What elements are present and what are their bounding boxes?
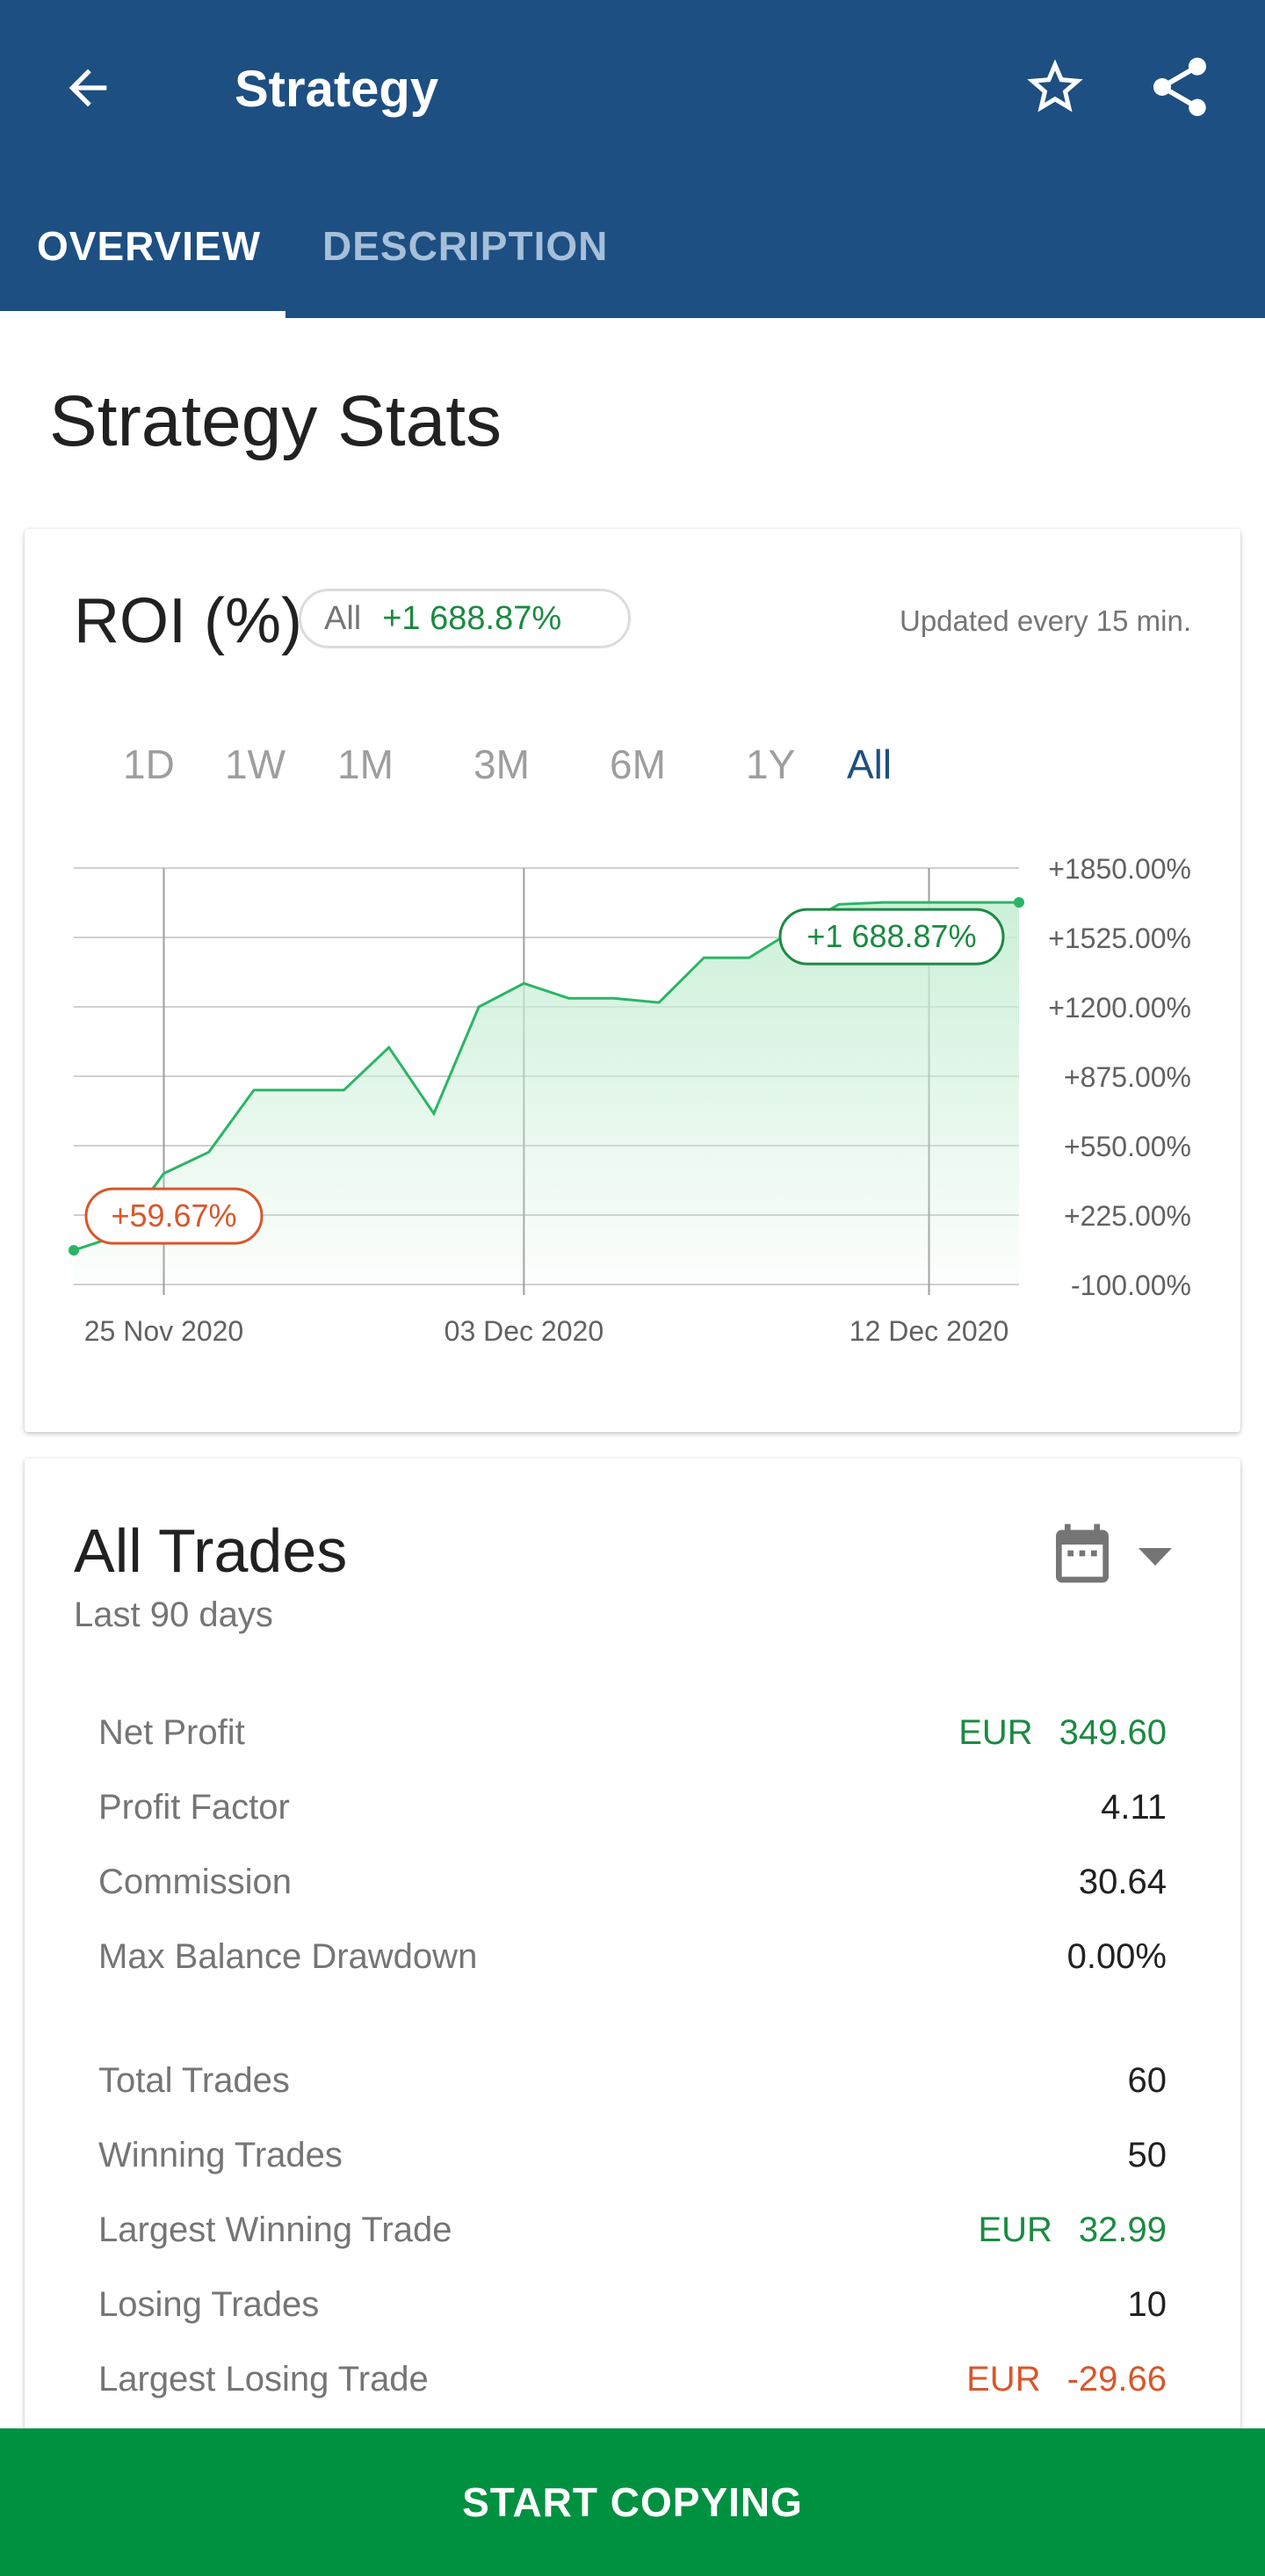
stat-label: Largest Winning Trade: [98, 2211, 452, 2249]
share-icon: [1153, 57, 1206, 117]
tab-indicator: [0, 311, 286, 318]
start-copying-button[interactable]: START COPYING: [0, 2428, 1265, 2576]
roi-area: [74, 902, 1019, 1284]
stat-label: Winning Trades: [98, 2136, 343, 2174]
stat-row: Largest Winning Trade EUR 32.99: [98, 2193, 1167, 2268]
y-tick-label: +1525.00%: [1048, 923, 1191, 954]
x-tick-label: 12 Dec 2020: [849, 1315, 1008, 1347]
roi-pill-value: +1 688.87%: [382, 599, 562, 637]
stat-label: Largest Losing Trade: [98, 2360, 429, 2399]
range-6m[interactable]: 6M: [610, 742, 666, 787]
stat-amount: -29.66: [1066, 2360, 1167, 2399]
stat-row: Profit Factor 4.11: [98, 1770, 1167, 1845]
stat-row: Losing Trades 10: [98, 2268, 1167, 2342]
stat-row: Commission 30.64: [98, 1845, 1167, 1920]
tab-description[interactable]: DESCRIPTION: [322, 223, 609, 269]
stat-value: 10: [1127, 2285, 1167, 2324]
roi-summary-pill: All +1 688.87%: [299, 589, 631, 648]
y-tick-label: -100.00%: [1071, 1270, 1191, 1301]
stat-row: Winning Trades 50: [98, 2118, 1167, 2193]
star-outline-icon: [1027, 59, 1083, 112]
favorite-button[interactable]: [1019, 51, 1091, 123]
x-tick-label: 03 Dec 2020: [445, 1315, 604, 1347]
stat-label: Net Profit: [98, 1713, 245, 1752]
arrow-back-icon: [69, 69, 107, 107]
stat-row: Net Profit EUR 349.60: [98, 1696, 1167, 1770]
range-selector: 1D 1W 1M 3M 6M 1Y All: [74, 729, 1128, 800]
stat-value: 30.64: [1078, 1863, 1167, 1901]
roi-chart: +1850.00% +1525.00% +1200.00% +875.00% +550.…: [69, 853, 1191, 1347]
section-title: Strategy Stats: [49, 381, 502, 461]
roi-line: [73, 901, 1019, 1252]
end-point: [1014, 897, 1024, 908]
update-frequency-note: Updated every 15 min.: [899, 604, 1191, 637]
stat-value: EUR 349.60: [958, 1713, 1167, 1753]
stat-value: 50: [1127, 2136, 1167, 2174]
range-1m[interactable]: 1M: [337, 742, 394, 787]
stat-value: EUR 32.99: [978, 2211, 1167, 2250]
stat-label: Total Trades: [98, 2061, 290, 2100]
roi-title: ROI (%): [74, 586, 302, 656]
stat-currency: EUR: [958, 1713, 1033, 1752]
calendar-icon[interactable]: [1047, 1518, 1117, 1588]
tab-overview[interactable]: OVERVIEW: [37, 223, 262, 269]
y-tick-label: +550.00%: [1064, 1131, 1191, 1162]
range-1w[interactable]: 1W: [225, 742, 286, 787]
roi-pill-label: All: [324, 599, 362, 637]
y-tick-label: +225.00%: [1064, 1200, 1191, 1232]
stat-label: Losing Trades: [98, 2285, 320, 2324]
y-tick-label: +875.00%: [1064, 1061, 1191, 1093]
stat-value: EUR -29.66: [966, 2360, 1167, 2399]
y-tick-label: +1200.00%: [1048, 992, 1191, 1024]
x-tick-label: 25 Nov 2020: [84, 1315, 243, 1347]
stat-value: 60: [1127, 2061, 1167, 2100]
stats-group-profit: Net Profit EUR 349.60 Profit Factor 4.11 …: [98, 1696, 1167, 1994]
stat-value: 4.11: [1101, 1788, 1167, 1827]
start-point: [69, 1245, 79, 1256]
roi-card: ROI (%) All +1 688.87% Updated every 15 …: [25, 529, 1240, 1432]
trades-subtitle: Last 90 days: [74, 1596, 273, 1634]
stat-row: Largest Losing Trade EUR -29.66: [98, 2342, 1167, 2417]
y-tick-label: +1850.00%: [1048, 853, 1191, 885]
stat-amount: 349.60: [1059, 1713, 1167, 1752]
end-value-label-box: [778, 908, 1005, 966]
range-3m[interactable]: 3M: [473, 742, 530, 787]
start-value-label: +59.67%: [111, 1198, 236, 1234]
range-all[interactable]: All: [847, 742, 893, 787]
stat-label: Commission: [98, 1863, 293, 1901]
share-button[interactable]: [1142, 49, 1218, 125]
app-bar: Strategy OVERVIEW DESCRIPTION: [0, 0, 1265, 318]
stat-row: Max Balance Drawdown 0.00%: [98, 1920, 1167, 1994]
back-button[interactable]: [53, 53, 123, 123]
all-trades-card: All Trades Last 90 days Net Profit EUR 34…: [25, 1458, 1240, 2576]
stat-amount: 32.99: [1078, 2211, 1167, 2249]
stats-group-trades: Total Trades 60 Winning Trades 50 Larges…: [98, 2044, 1167, 2417]
stat-currency: EUR: [966, 2360, 1041, 2399]
stat-row: Total Trades 60: [98, 2044, 1167, 2118]
stat-value: 0.00%: [1066, 1937, 1167, 1976]
range-1y[interactable]: 1Y: [746, 742, 796, 787]
page-title: Strategy: [235, 61, 439, 118]
stat-label: Max Balance Drawdown: [98, 1937, 478, 1976]
stat-label: Profit Factor: [98, 1788, 290, 1827]
trades-title: All Trades: [74, 1516, 348, 1585]
end-value-label: +1 688.87%: [806, 918, 976, 954]
stat-currency: EUR: [978, 2211, 1052, 2249]
start-value-label-box: [84, 1187, 264, 1245]
chevron-down-icon[interactable]: [1133, 1543, 1177, 1569]
range-1d[interactable]: 1D: [123, 742, 175, 787]
